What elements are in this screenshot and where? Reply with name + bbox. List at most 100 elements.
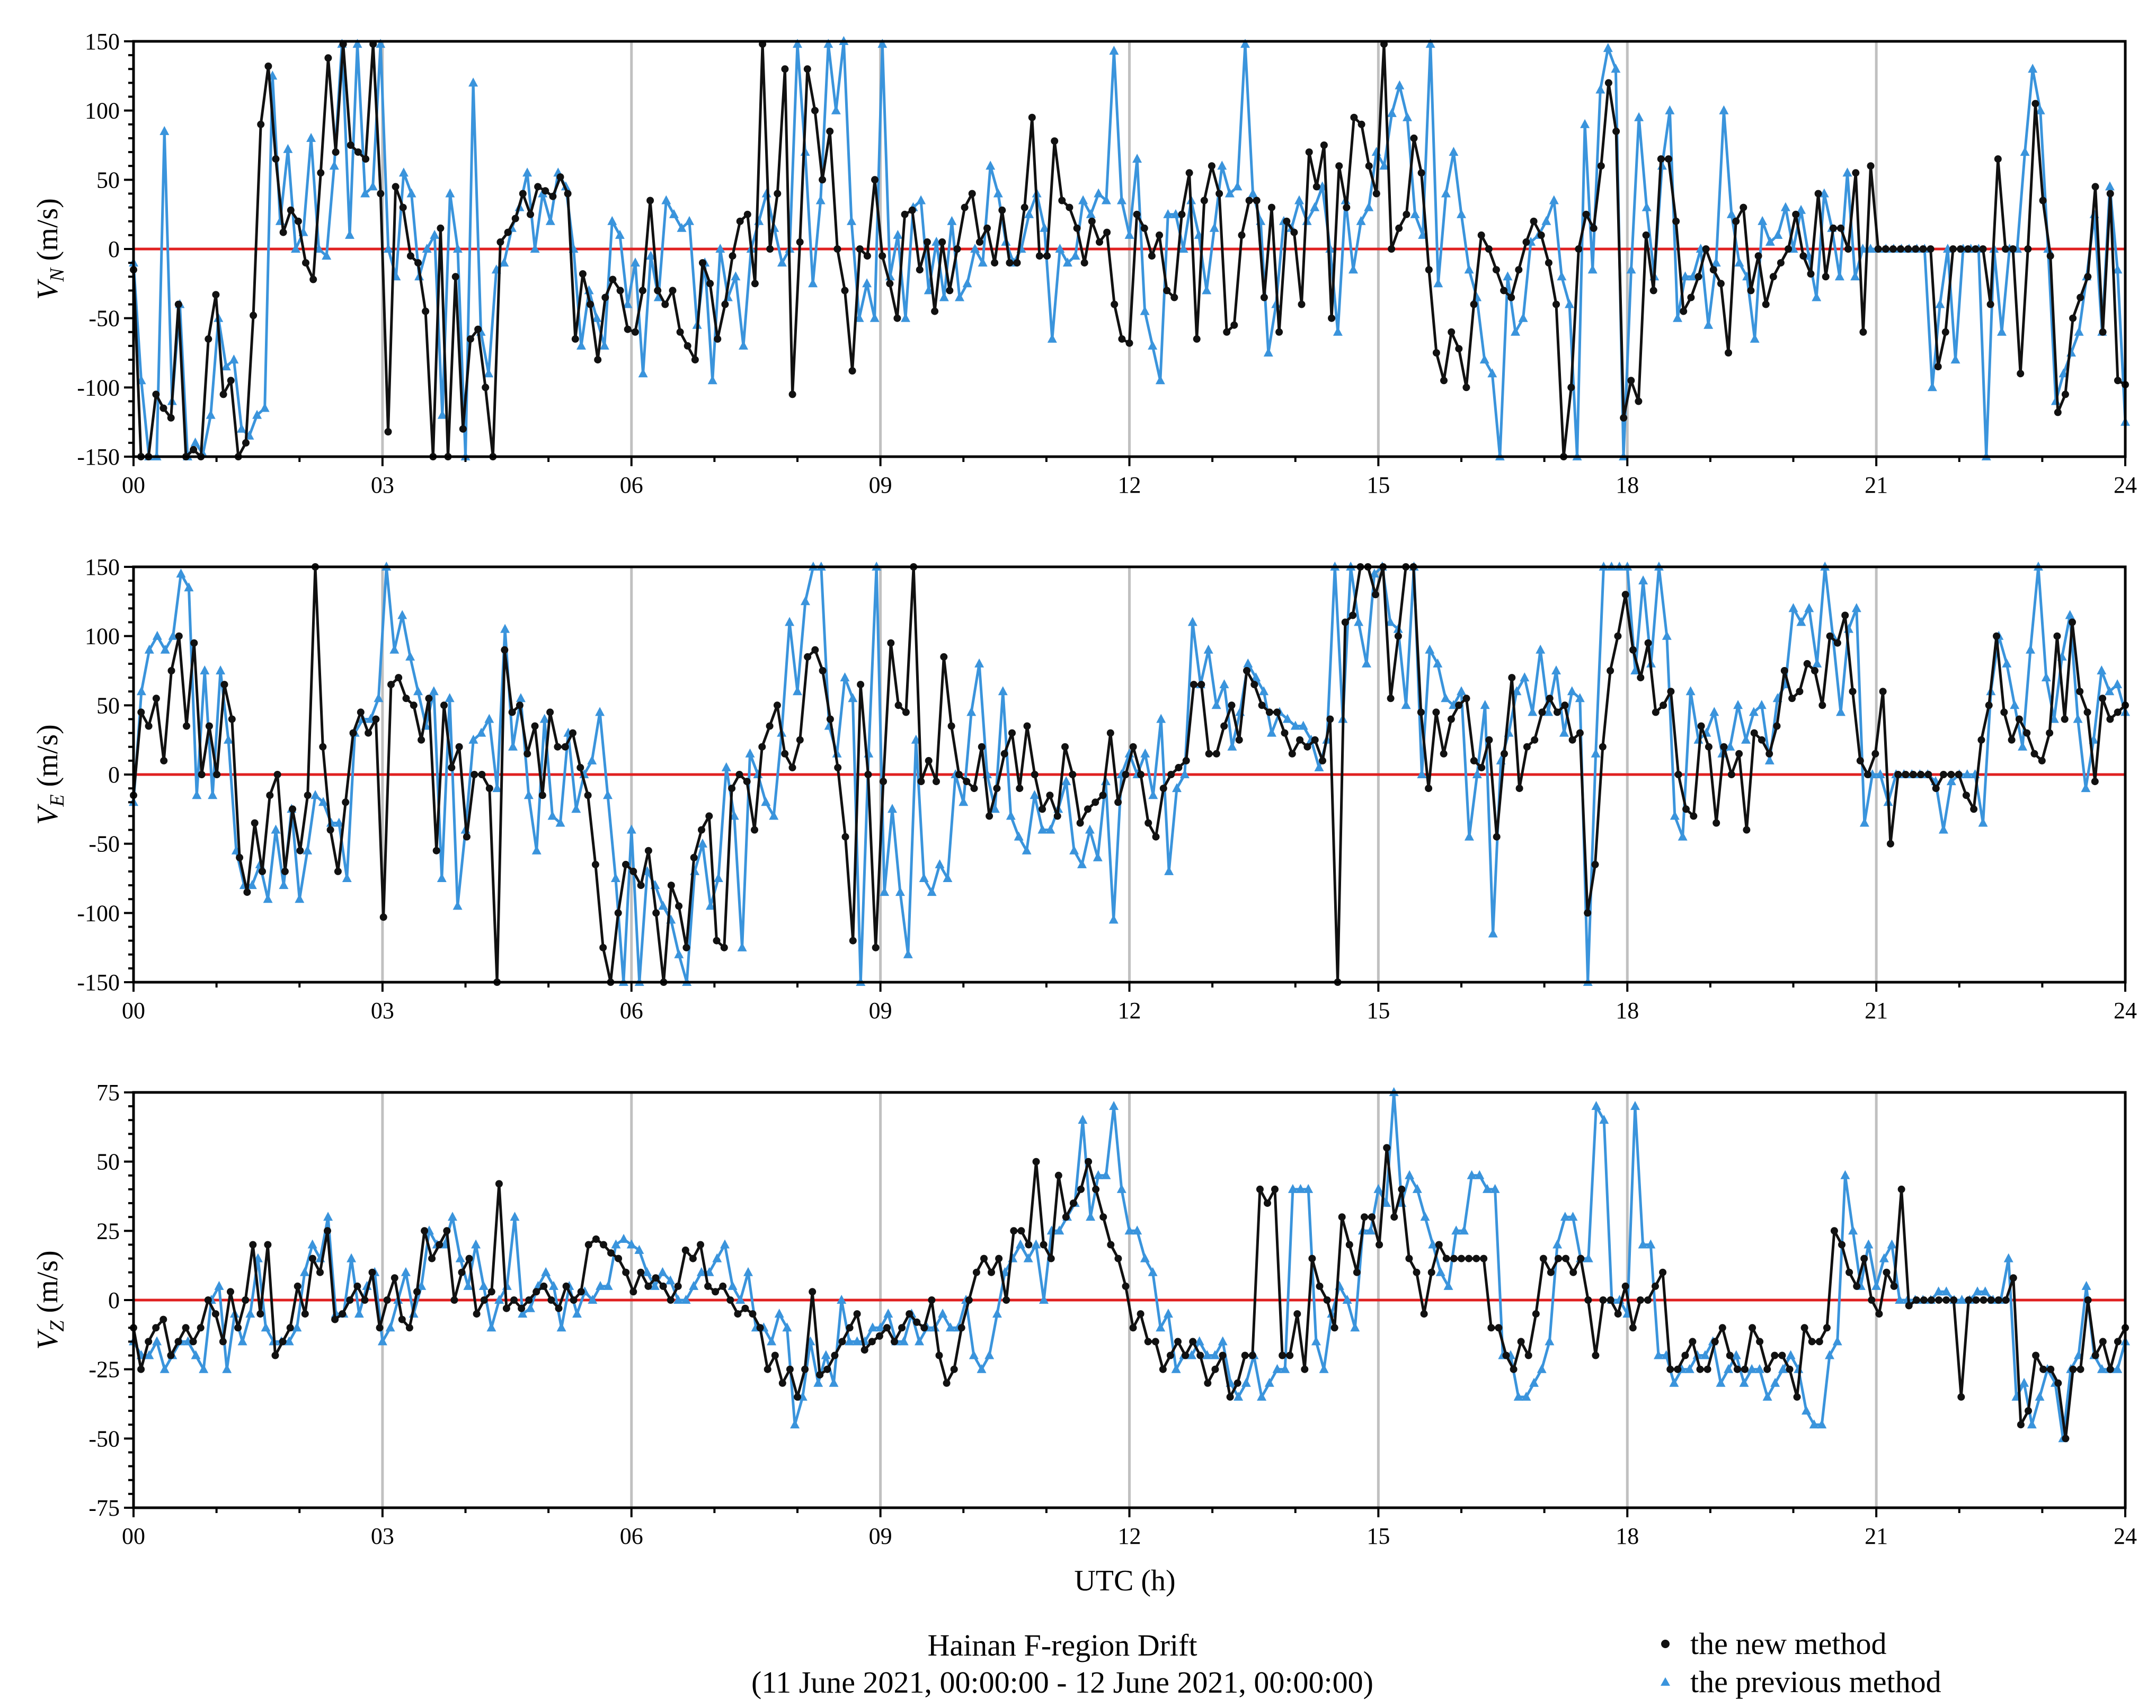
point-previous	[144, 644, 154, 654]
point-previous	[1024, 209, 1034, 218]
point-previous	[323, 1212, 333, 1221]
point-new	[2023, 729, 2031, 737]
point-previous	[588, 1295, 598, 1304]
point-new	[1597, 162, 1605, 170]
point-previous	[1780, 202, 1790, 211]
point-new	[1780, 667, 1788, 674]
point-new	[1660, 701, 1667, 709]
point-previous	[737, 942, 747, 951]
point-previous	[681, 1295, 691, 1304]
point-new	[1365, 162, 1373, 170]
point-new	[1111, 300, 1119, 308]
point-new	[1935, 1296, 1942, 1304]
point-previous	[252, 410, 262, 419]
point-new	[801, 1365, 809, 1373]
point-new	[609, 275, 617, 283]
point-new	[1450, 1255, 1458, 1262]
point-previous	[1433, 278, 1443, 288]
point-previous	[1211, 700, 1221, 709]
point-new	[220, 681, 228, 689]
point-previous	[1459, 1225, 1469, 1235]
point-previous	[1280, 1364, 1290, 1373]
point-new	[682, 944, 690, 951]
point-previous	[1725, 741, 1735, 751]
point-new	[1591, 860, 1599, 868]
point-previous	[945, 1322, 955, 1332]
point-new	[243, 888, 251, 896]
point-new	[1860, 1255, 1868, 1262]
y-tick-label: -150	[77, 444, 120, 470]
point-new	[2061, 715, 2069, 723]
point-new	[938, 238, 946, 246]
point-previous	[2051, 396, 2061, 405]
point-previous	[595, 707, 605, 716]
point-new	[1604, 79, 1612, 87]
point-new	[459, 425, 467, 433]
point-previous	[190, 437, 200, 447]
point-new	[432, 847, 440, 855]
point-new	[704, 1282, 712, 1290]
point-previous	[1638, 1239, 1648, 1249]
y-tick-label: 0	[108, 1287, 120, 1313]
point-previous	[1603, 43, 1613, 52]
point-previous	[2113, 679, 2123, 689]
point-new	[1740, 203, 1747, 211]
point-new	[592, 1235, 600, 1243]
point-previous	[1219, 679, 1229, 689]
point-previous	[1545, 1336, 1555, 1346]
point-new	[860, 1346, 868, 1354]
point-previous	[1023, 1253, 1033, 1262]
point-new	[1204, 1379, 1212, 1387]
point-new	[1417, 169, 1425, 177]
point-previous	[1626, 264, 1636, 274]
point-new	[332, 148, 340, 156]
point-new	[1607, 667, 1614, 674]
point-new	[637, 1268, 645, 1276]
legend-marker-new	[1661, 1640, 1670, 1648]
point-new	[1735, 750, 1743, 758]
point-new	[1672, 217, 1680, 225]
y-tick-label: 150	[85, 554, 120, 580]
point-previous	[1457, 209, 1466, 218]
point-new	[1417, 708, 1425, 716]
point-new	[2061, 390, 2069, 398]
point-previous	[677, 223, 687, 232]
point-previous	[2019, 1377, 2029, 1387]
point-new	[923, 238, 931, 246]
point-previous	[1464, 264, 1474, 274]
x-tick-label: 00	[122, 1523, 145, 1549]
x-tick-label: 15	[1367, 1523, 1390, 1549]
point-new	[1114, 798, 1122, 806]
point-new	[622, 1268, 630, 1276]
panel-z: 00 03 06 09 12 15 18 21 24 75 50 25 0 -25 -50 -75 VZ (m/…	[31, 1080, 2137, 1549]
point-new	[1778, 1351, 1786, 1359]
point-new	[219, 1338, 227, 1346]
point-previous	[300, 1267, 309, 1276]
point-new	[1211, 1365, 1219, 1373]
point-new	[1023, 722, 1031, 730]
point-new	[1741, 1365, 1749, 1373]
point-new	[471, 771, 478, 778]
point-new	[684, 342, 691, 350]
point-new	[1537, 231, 1545, 239]
point-new	[271, 1351, 279, 1359]
point-new	[616, 287, 624, 295]
point-previous	[1101, 195, 1111, 204]
point-new	[1189, 1338, 1197, 1346]
point-new	[189, 1338, 197, 1346]
point-new	[414, 259, 422, 267]
point-new	[629, 1288, 637, 1296]
point-previous	[1298, 720, 1308, 730]
point-previous	[247, 880, 257, 889]
point-new	[2017, 370, 2025, 378]
point-new	[518, 1304, 526, 1312]
point-new	[1665, 155, 1672, 163]
point-previous	[271, 824, 281, 834]
point-new	[1986, 300, 1994, 308]
point-previous	[283, 144, 293, 153]
point-previous	[1094, 188, 1104, 198]
point-new	[644, 1282, 652, 1290]
point-new	[167, 667, 175, 674]
point-previous	[1765, 236, 1775, 246]
point-new	[1957, 1393, 1965, 1401]
